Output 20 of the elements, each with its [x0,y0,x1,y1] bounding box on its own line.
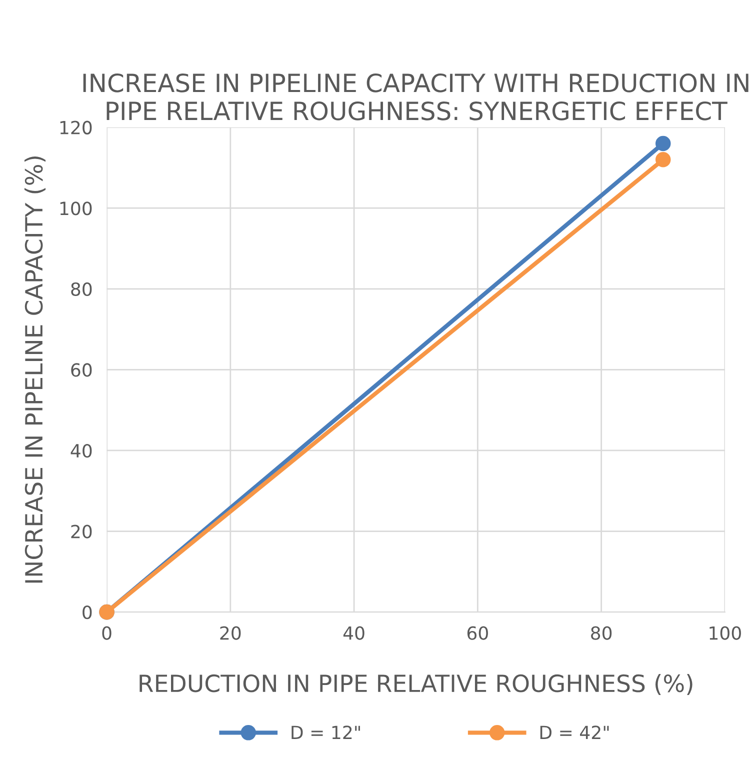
legend-label: D = 42" [540,726,609,739]
y-tick-label: 80 [71,282,92,296]
x-tick-label: 0 [102,626,112,640]
x-tick-label: 40 [343,626,364,640]
chart-title: INCREASE IN PIPELINE CAPACITY WITH REDUCTION IN PIPE RELATIVE ROUGHNESS: SYNERGETIC EFFECT [83,73,748,120]
x-axis-title: REDUCTION IN PIPE RELATIVE ROUGHNESS (%) [140,674,692,696]
y-tick-label: 40 [70,444,92,458]
y-axis-title: INCREASE IN PIPELINE CAPACITY (%) [24,156,46,583]
legend-label: D = 12" [292,726,360,739]
y-tick-label: 120 [60,120,92,134]
point [655,136,671,152]
point [655,152,671,168]
x-tick-label: 100 [710,626,741,640]
x-tick-label: 20 [220,626,241,640]
y-tick-label: 20 [71,524,92,538]
y-tick-label: 0 [82,606,92,620]
y-tick-label: 100 [60,202,92,216]
y-tick-label: 60 [71,363,92,377]
x-tick-label: 60 [467,626,488,640]
x-tick-label: 80 [591,626,612,640]
